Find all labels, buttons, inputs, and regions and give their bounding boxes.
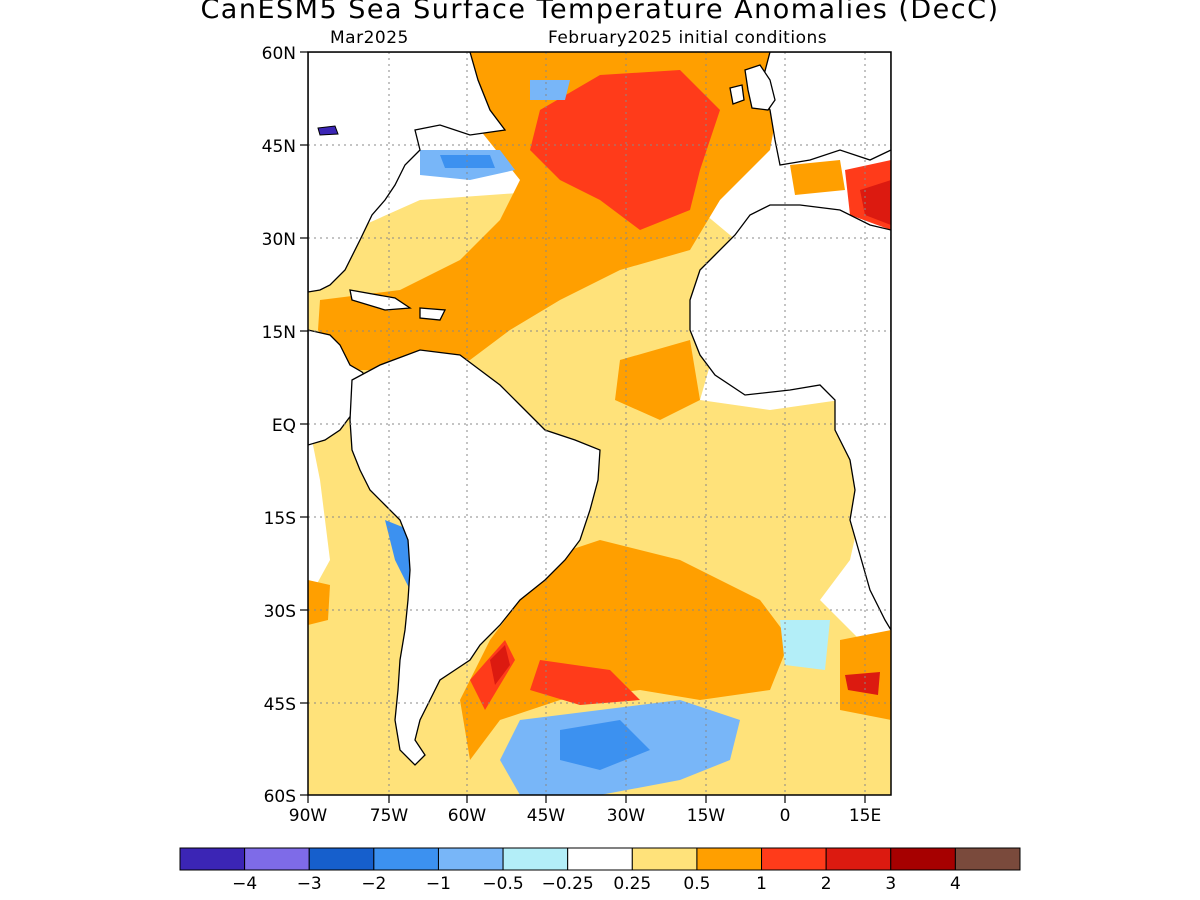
colorbar-label: −1 <box>426 874 451 894</box>
initial-conditions-label: February2025 initial conditions <box>548 28 828 48</box>
lon-label: 15E <box>849 806 881 826</box>
colorbar-labels: −4 −3 −2 −1 −0.5 −0.25 0.25 0.5 1 2 3 4 <box>232 874 961 894</box>
lon-label: 60W <box>448 806 487 826</box>
lon-label: 0 <box>780 806 791 826</box>
map-panel <box>308 52 891 795</box>
anomaly-region <box>560 720 650 770</box>
lon-label: 30W <box>607 806 646 826</box>
anomaly-region <box>318 52 891 370</box>
lon-ticks <box>307 795 866 803</box>
lat-label: 30S <box>264 602 296 622</box>
colorbar-label: −3 <box>297 874 322 894</box>
map-title: CanESM5 Sea Surface Temperature Anomalie… <box>200 0 1000 25</box>
lat-labels: 60N 45N 30N 15N EQ 15S 30S 45S 60S <box>262 44 296 807</box>
lon-label: 45W <box>527 806 566 826</box>
lat-label: 30N <box>262 230 296 250</box>
colorbar-swatch <box>954 847 1021 871</box>
anomaly-region <box>845 672 880 695</box>
lon-label: 15W <box>687 806 726 826</box>
colorbar-swatch <box>437 847 504 871</box>
colorbar-label: 0.5 <box>683 874 710 894</box>
lat-label: 15N <box>262 323 296 343</box>
anomaly-region <box>860 180 891 225</box>
great-britain-land <box>744 64 776 111</box>
colorbar-swatch <box>890 847 956 871</box>
colorbar-swatch <box>825 847 892 871</box>
colorbar-swatch <box>761 847 827 871</box>
lat-label: 60S <box>264 787 296 807</box>
anomaly-region <box>460 540 790 760</box>
forecast-month-label: Mar2025 <box>330 28 409 48</box>
colorbar-label: 1 <box>756 874 767 894</box>
colorbar-swatch <box>244 847 310 871</box>
colorbar-swatch <box>179 847 246 871</box>
colorbar-label: 3 <box>885 874 896 894</box>
hispaniola-land <box>419 307 447 321</box>
anomaly-region <box>385 520 410 590</box>
anomaly-region <box>530 660 640 705</box>
colorbar-label: −4 <box>232 874 257 894</box>
colorbar-label: 4 <box>950 874 961 894</box>
colorbar <box>179 847 1021 871</box>
colorbar-swatch <box>373 847 439 871</box>
north-america-land <box>308 52 507 293</box>
anomaly-region <box>780 620 830 670</box>
colorbar-label: 0.25 <box>613 874 651 894</box>
colorbar-swatch <box>567 847 633 871</box>
colorbar-swatch <box>631 847 698 871</box>
land-masses <box>308 52 891 766</box>
anomaly-region <box>530 80 570 100</box>
anomaly-region <box>615 340 700 420</box>
colorbar-label: −0.25 <box>542 874 594 894</box>
colorbar-swatch <box>696 847 763 871</box>
great-lakes <box>317 125 339 136</box>
colorbar-swatch <box>502 847 569 871</box>
lat-label: 45N <box>262 137 296 157</box>
lon-label: 75W <box>370 806 409 826</box>
anomaly-region <box>530 70 720 230</box>
lat-label: 60N <box>262 44 296 64</box>
anomaly-region <box>308 745 420 795</box>
anomaly-region <box>308 580 330 625</box>
lat-label: 45S <box>264 695 296 715</box>
colorbar-label: 2 <box>821 874 832 894</box>
lon-label: 90W <box>289 806 328 826</box>
anomaly-region <box>490 645 510 685</box>
lat-label: 15S <box>264 509 296 529</box>
cuba-land <box>349 289 412 311</box>
map-grid <box>308 52 891 795</box>
south-america-land <box>349 349 601 766</box>
europe-land <box>759 52 891 166</box>
anomaly-region <box>790 160 845 195</box>
lat-label: EQ <box>272 416 296 436</box>
colorbar-swatch <box>308 847 375 871</box>
lon-labels: 90W 75W 60W 45W 30W 15W 0 15E <box>289 806 881 826</box>
africa-land <box>689 204 891 632</box>
ireland-land <box>729 84 745 105</box>
colorbar-label: −0.5 <box>482 874 523 894</box>
lat-ticks <box>300 51 308 796</box>
colorbar-label: −2 <box>361 874 386 894</box>
